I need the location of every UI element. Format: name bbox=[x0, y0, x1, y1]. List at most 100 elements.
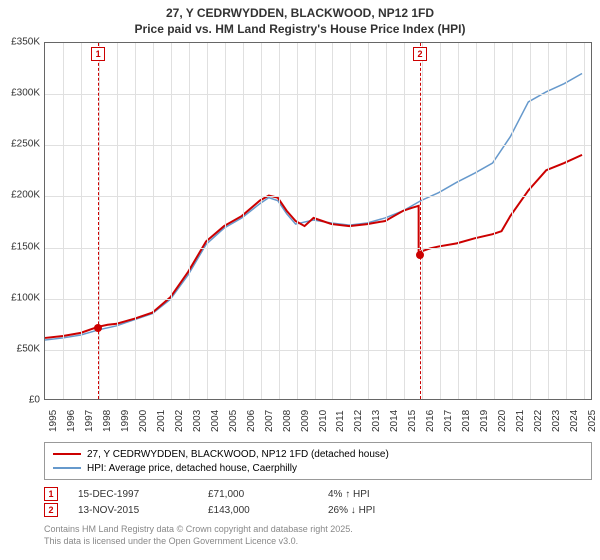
x-axis-label: 2008 bbox=[282, 410, 293, 432]
x-axis-label: 1995 bbox=[48, 410, 59, 432]
event-date: 13-NOV-2015 bbox=[78, 505, 208, 516]
legend-item: 27, Y CEDRWYDDEN, BLACKWOOD, NP12 1FD (d… bbox=[53, 447, 583, 461]
event-price: £71,000 bbox=[208, 489, 328, 500]
gridline-vertical bbox=[153, 43, 154, 399]
event-hpi-delta: 26% ↓ HPI bbox=[328, 505, 448, 516]
gridline-vertical bbox=[117, 43, 118, 399]
gridline-horizontal bbox=[45, 94, 591, 95]
gridline-horizontal bbox=[45, 196, 591, 197]
x-axis-label: 2023 bbox=[551, 410, 562, 432]
gridline-vertical bbox=[279, 43, 280, 399]
x-axis-label: 2001 bbox=[156, 410, 167, 432]
x-axis-label: 2000 bbox=[138, 410, 149, 432]
gridline-horizontal bbox=[45, 248, 591, 249]
sale-point-dot bbox=[94, 324, 102, 332]
x-axis-label: 2016 bbox=[425, 410, 436, 432]
x-axis-label: 2019 bbox=[479, 410, 490, 432]
y-axis-label: £300K bbox=[11, 88, 40, 99]
footer-line1: Contains HM Land Registry data © Crown c… bbox=[44, 524, 353, 536]
gridline-vertical bbox=[81, 43, 82, 399]
y-axis-label: £250K bbox=[11, 139, 40, 150]
x-axis-label: 2007 bbox=[264, 410, 275, 432]
gridline-vertical bbox=[297, 43, 298, 399]
gridline-vertical bbox=[368, 43, 369, 399]
gridline-vertical bbox=[440, 43, 441, 399]
x-axis-label: 1996 bbox=[66, 410, 77, 432]
chart-title-subtitle: Price paid vs. HM Land Registry's House … bbox=[0, 20, 600, 36]
gridline-vertical bbox=[566, 43, 567, 399]
x-axis-label: 2012 bbox=[353, 410, 364, 432]
footer-attribution: Contains HM Land Registry data © Crown c… bbox=[44, 524, 353, 547]
gridline-vertical bbox=[135, 43, 136, 399]
gridline-vertical bbox=[386, 43, 387, 399]
gridline-vertical bbox=[243, 43, 244, 399]
sale-marker-badge: 1 bbox=[91, 47, 105, 61]
chart-title-address: 27, Y CEDRWYDDEN, BLACKWOOD, NP12 1FD bbox=[0, 0, 600, 20]
x-axis-label: 2020 bbox=[497, 410, 508, 432]
gridline-horizontal bbox=[45, 299, 591, 300]
gridline-vertical bbox=[494, 43, 495, 399]
gridline-vertical bbox=[422, 43, 423, 399]
y-axis-label: £50K bbox=[17, 343, 40, 354]
x-axis-label: 2017 bbox=[443, 410, 454, 432]
sale-marker-line bbox=[98, 43, 99, 399]
gridline-vertical bbox=[189, 43, 190, 399]
x-axis-label: 2014 bbox=[389, 410, 400, 432]
gridline-vertical bbox=[315, 43, 316, 399]
x-axis-label: 2015 bbox=[407, 410, 418, 432]
y-axis-label: £0 bbox=[29, 395, 40, 406]
legend-label: HPI: Average price, detached house, Caer… bbox=[87, 463, 297, 474]
event-hpi-delta: 4% ↑ HPI bbox=[328, 489, 448, 500]
gridline-vertical bbox=[530, 43, 531, 399]
footer-line2: This data is licensed under the Open Gov… bbox=[44, 536, 353, 548]
x-axis-label: 2010 bbox=[318, 410, 329, 432]
event-row: 2 13-NOV-2015£143,00026% ↓ HPI bbox=[44, 502, 448, 518]
gridline-vertical bbox=[584, 43, 585, 399]
chart-container: 27, Y CEDRWYDDEN, BLACKWOOD, NP12 1FD Pr… bbox=[0, 0, 600, 560]
y-axis-label: £350K bbox=[11, 37, 40, 48]
x-axis-label: 2002 bbox=[174, 410, 185, 432]
legend-swatch bbox=[53, 467, 81, 469]
x-axis-label: 2009 bbox=[300, 410, 311, 432]
y-axis-label: £150K bbox=[11, 241, 40, 252]
gridline-vertical bbox=[350, 43, 351, 399]
legend-item: HPI: Average price, detached house, Caer… bbox=[53, 461, 583, 475]
y-axis-label: £100K bbox=[11, 292, 40, 303]
legend-label: 27, Y CEDRWYDDEN, BLACKWOOD, NP12 1FD (d… bbox=[87, 449, 389, 460]
event-row: 1 15-DEC-1997£71,0004% ↑ HPI bbox=[44, 486, 448, 502]
gridline-vertical bbox=[171, 43, 172, 399]
gridline-vertical bbox=[261, 43, 262, 399]
x-axis-label: 2011 bbox=[335, 410, 346, 432]
x-axis-label: 2022 bbox=[533, 410, 544, 432]
x-axis-label: 2004 bbox=[210, 410, 221, 432]
gridline-vertical bbox=[225, 43, 226, 399]
line-series-svg bbox=[45, 43, 591, 399]
x-axis-label: 2018 bbox=[461, 410, 472, 432]
event-badge: 1 bbox=[44, 487, 58, 501]
sale-point-dot bbox=[416, 251, 424, 259]
gridline-horizontal bbox=[45, 350, 591, 351]
y-axis-label: £200K bbox=[11, 190, 40, 201]
x-axis-label: 2021 bbox=[515, 410, 526, 432]
gridline-vertical bbox=[476, 43, 477, 399]
event-price: £143,000 bbox=[208, 505, 328, 516]
legend-swatch bbox=[53, 453, 81, 455]
x-axis-label: 2024 bbox=[569, 410, 580, 432]
x-axis-label: 2013 bbox=[371, 410, 382, 432]
gridline-vertical bbox=[512, 43, 513, 399]
event-date: 15-DEC-1997 bbox=[78, 489, 208, 500]
event-badge: 2 bbox=[44, 503, 58, 517]
x-axis-label: 2025 bbox=[587, 410, 598, 432]
gridline-vertical bbox=[207, 43, 208, 399]
gridline-vertical bbox=[63, 43, 64, 399]
x-axis-label: 2005 bbox=[228, 410, 239, 432]
gridline-vertical bbox=[404, 43, 405, 399]
gridline-horizontal bbox=[45, 145, 591, 146]
x-axis-label: 2006 bbox=[246, 410, 257, 432]
events-table: 1 15-DEC-1997£71,0004% ↑ HPI 2 13-NOV-2015£… bbox=[44, 486, 448, 518]
gridline-vertical bbox=[458, 43, 459, 399]
legend-box: 27, Y CEDRWYDDEN, BLACKWOOD, NP12 1FD (d… bbox=[44, 442, 592, 480]
plot-area: 12 bbox=[44, 42, 592, 400]
sale-marker-line bbox=[420, 43, 421, 399]
sale-marker-badge: 2 bbox=[413, 47, 427, 61]
